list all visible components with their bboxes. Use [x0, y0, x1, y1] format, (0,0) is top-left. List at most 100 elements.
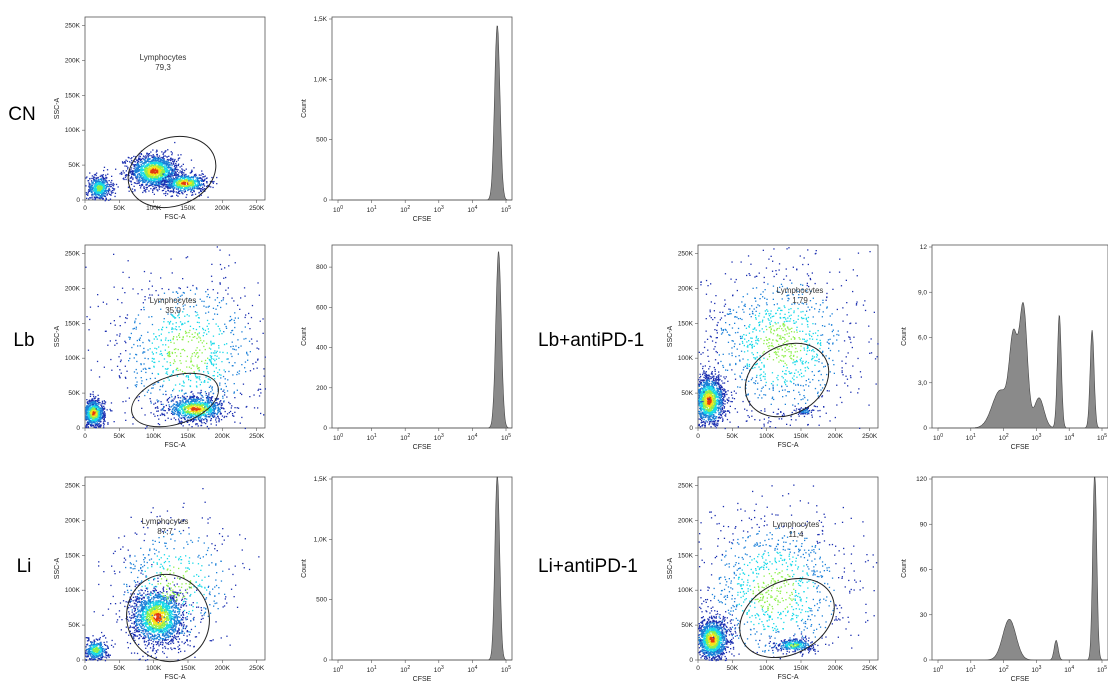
scatter-point	[227, 379, 229, 381]
scatter-point	[182, 169, 184, 171]
scatter-point	[163, 173, 165, 175]
scatter-point	[154, 159, 157, 161]
scatter-point	[105, 197, 107, 199]
scatter-point	[203, 371, 205, 373]
scatter-point	[176, 411, 179, 413]
scatter-point	[212, 318, 214, 320]
scatter-point	[206, 181, 208, 183]
scatter-point	[199, 403, 202, 405]
scatter-point	[161, 174, 163, 176]
scatter-point	[113, 320, 115, 322]
scatter-point	[187, 406, 189, 408]
scatter-point	[155, 181, 157, 183]
scatter-point	[201, 342, 203, 344]
scatter-point	[186, 412, 188, 414]
scatter-point	[203, 403, 205, 405]
scatter-point	[204, 380, 206, 382]
scatter-point	[176, 336, 178, 338]
scatter-point	[172, 189, 175, 191]
scatter-point	[150, 178, 153, 181]
scatter-point	[187, 186, 190, 188]
scatter-point	[154, 166, 156, 168]
scatter-point	[190, 171, 192, 174]
scatter-point	[197, 406, 199, 408]
scatter-points	[85, 141, 218, 202]
scatter-point	[189, 397, 191, 399]
scatter-point	[88, 185, 90, 188]
scatter-point	[92, 418, 94, 420]
scatter-point	[95, 422, 97, 424]
scatter-point	[132, 423, 134, 425]
scatter-point	[86, 417, 88, 419]
scatter-point	[155, 164, 157, 166]
scatter-point	[150, 179, 152, 181]
scatter-point	[158, 423, 161, 426]
scatter-point	[170, 258, 172, 260]
scatter-point	[167, 321, 169, 323]
scatter-point	[149, 174, 151, 176]
scatter-point	[187, 181, 190, 184]
scatter-point	[223, 401, 225, 403]
scatter-point	[164, 410, 166, 412]
scatter-point	[143, 385, 145, 387]
scatter-point	[189, 416, 192, 418]
scatter-point	[163, 177, 165, 179]
scatter-point	[251, 343, 253, 345]
scatter-point	[162, 169, 164, 171]
scatter-point	[103, 427, 105, 429]
scatter-point	[218, 357, 220, 359]
scatter-point	[202, 180, 205, 182]
scatter-point	[218, 418, 220, 420]
scatter-point	[97, 186, 99, 188]
scatter-point	[109, 408, 111, 411]
scatter-point	[203, 184, 205, 186]
scatter-point	[216, 350, 218, 352]
scatter-point	[149, 160, 151, 163]
scatter-point	[193, 306, 195, 308]
scatter-point	[157, 163, 159, 165]
scatter-point	[158, 161, 160, 163]
scatter-point	[96, 422, 98, 424]
scatter-point	[144, 394, 146, 397]
scatter-point	[129, 337, 131, 339]
scatter-point	[180, 154, 182, 156]
scatter-point	[167, 417, 169, 419]
scatter-point	[184, 418, 186, 421]
scatter-point	[172, 315, 174, 317]
scatter-point	[156, 410, 158, 412]
scatter-point	[199, 418, 201, 420]
scatter-point	[152, 180, 154, 182]
scatter-point	[170, 173, 172, 175]
scatter-point	[90, 402, 92, 404]
scatter-point	[219, 263, 222, 266]
scatter-point	[165, 174, 167, 177]
scatter-point	[149, 167, 151, 169]
scatter-point	[140, 334, 143, 337]
scatter-point	[211, 415, 213, 417]
scatter-point	[189, 420, 191, 422]
scatter-point	[164, 368, 167, 370]
scatter-point	[94, 192, 96, 195]
scatter-point	[199, 298, 201, 300]
scatter-point	[135, 167, 138, 170]
scatter-point	[104, 192, 107, 195]
scatter-point	[192, 336, 194, 338]
scatter-point	[178, 163, 180, 165]
scatter-point	[190, 408, 192, 410]
scatter-point	[158, 169, 160, 171]
scatter-point	[96, 189, 98, 191]
scatter-point	[88, 190, 91, 192]
scatter-point	[140, 153, 142, 155]
scatter-point	[193, 416, 195, 418]
scatter-point	[194, 374, 196, 376]
scatter-point	[154, 176, 156, 178]
scatter-point	[151, 316, 153, 318]
scatter-point	[103, 177, 105, 180]
scatter-point	[177, 192, 180, 194]
scatter-point	[177, 173, 179, 176]
scatter-point	[187, 419, 189, 421]
scatter-point	[204, 178, 206, 180]
scatter-point	[156, 153, 158, 156]
scatter-point	[206, 399, 208, 401]
scatter-point	[94, 406, 97, 408]
